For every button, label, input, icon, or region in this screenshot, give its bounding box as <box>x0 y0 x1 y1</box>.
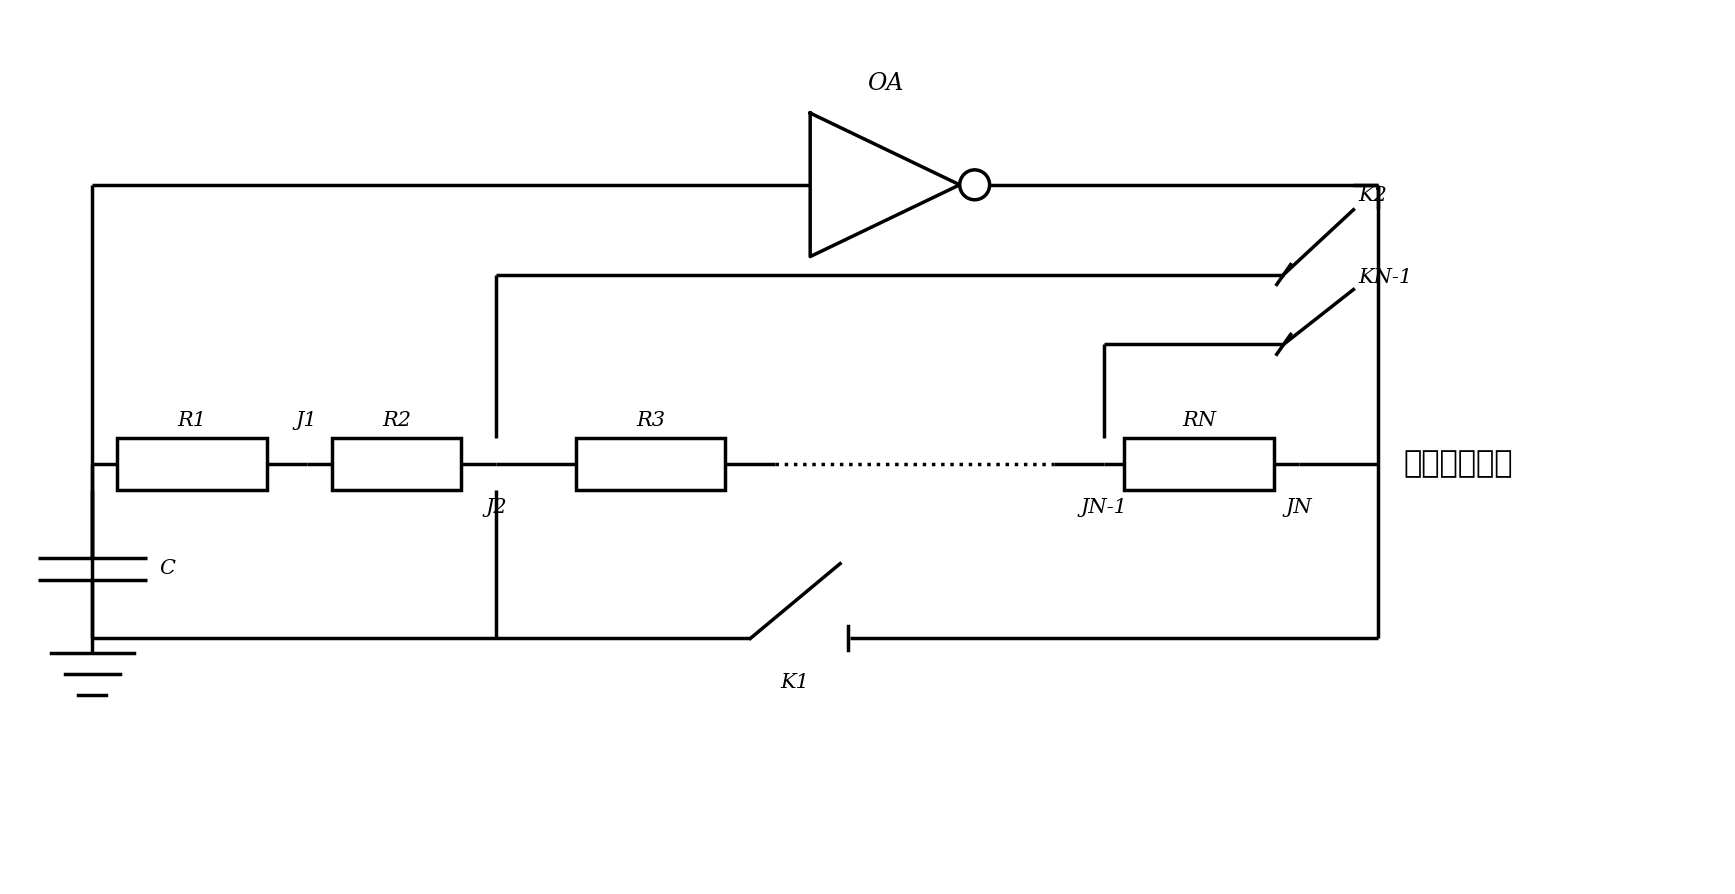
Text: K2: K2 <box>1359 186 1388 205</box>
Text: J2: J2 <box>486 498 507 517</box>
Text: JN: JN <box>1286 498 1312 517</box>
Text: C: C <box>160 559 175 578</box>
Bar <box>331 438 462 490</box>
Text: JN-1: JN-1 <box>1081 498 1128 517</box>
Text: R3: R3 <box>637 411 665 430</box>
Bar <box>118 438 267 490</box>
Text: K1: K1 <box>781 673 810 692</box>
Bar <box>1124 438 1273 490</box>
Text: OA: OA <box>868 72 904 95</box>
Text: J1: J1 <box>297 411 318 430</box>
Text: R2: R2 <box>382 411 411 430</box>
Circle shape <box>959 170 989 199</box>
Polygon shape <box>810 113 959 257</box>
Text: 振荡信号输出: 振荡信号输出 <box>1404 450 1513 478</box>
Text: RN: RN <box>1182 411 1216 430</box>
Text: KN-1: KN-1 <box>1359 268 1412 288</box>
Text: R1: R1 <box>177 411 206 430</box>
Bar <box>576 438 725 490</box>
